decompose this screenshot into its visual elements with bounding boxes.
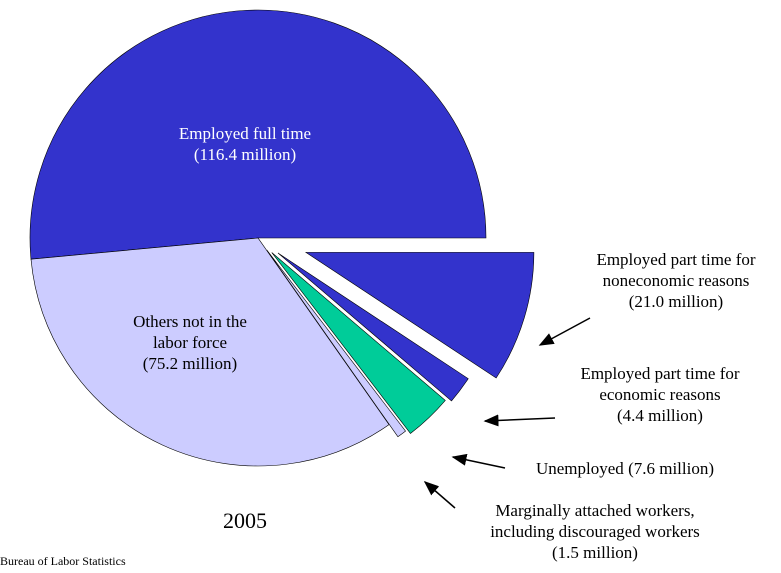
leader-arrow [538,317,591,346]
slice-label: Employed part time for economic reasons (… [560,363,760,426]
category-label: Unemployed [535,459,624,478]
slice-label: Unemployed (7.6 million) [505,458,745,479]
value-label: (116.4 million) [193,145,297,164]
pie-slice [304,252,535,379]
slice-label: Employed full time (116.4 million) [145,123,345,165]
leader-arrow [483,414,556,427]
chart-title: 2005 [223,508,267,533]
category-label: Employed part time for noneconomic reaso… [596,250,756,290]
pie-slice [271,252,446,434]
source-note: Bureau of Labor Statistics [0,554,126,568]
value-label: (21.0 million) [628,292,724,311]
category-label: Employed part time for economic reasons [580,364,740,404]
category-label: Employed full time [178,124,312,143]
pie-slice [30,237,390,467]
pie-slice [29,9,487,260]
value-label: (1.5 million) [552,543,638,562]
leader-arrow [423,481,456,509]
value-label: (7.6 million) [628,459,715,478]
slice-label: Employed part time for noneconomic reaso… [576,249,776,312]
slice-label: Others not in the labor force (75.2 milli… [125,311,255,374]
category-label: Others not in the labor force [133,312,247,352]
leader-arrow [451,453,506,469]
value-label: (4.4 million) [617,406,703,425]
value-label: (75.2 million) [142,354,238,373]
pie-slice [266,249,406,438]
category-label: Marginally attached workers, including d… [490,501,700,541]
pie-slice [277,252,469,402]
slice-label: Marginally attached workers, including d… [465,500,725,563]
